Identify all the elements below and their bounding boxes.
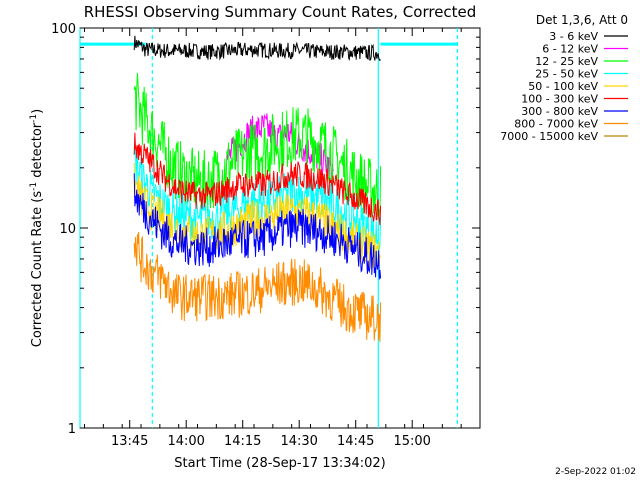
legend-label: 7000 - 15000 keV (500, 130, 598, 143)
plot-area (79, 27, 481, 429)
axis-ticks: 13:45 14:00 14:15 14:30 14:45 15:00 1 10 100 (51, 22, 480, 449)
y-tick-label: 100 (51, 22, 76, 37)
series-line-100-300-kev (133, 132, 382, 226)
series-line-300-800-kev (133, 173, 382, 280)
legend-label: 300 - 800 keV (521, 105, 598, 118)
legend-title: Det 1,3,6, Att 0 (536, 13, 628, 27)
legend-label: 6 - 12 keV (542, 43, 598, 56)
x-tick-label: 15:00 (393, 434, 430, 449)
x-tick-label: 14:00 (167, 434, 204, 449)
series-line-3-6-kev (133, 35, 381, 62)
x-tick-label: 14:45 (337, 434, 374, 449)
y-tick-label: 1 (68, 422, 76, 437)
x-axis-label: Start Time (28-Sep-17 13:34:02) (174, 456, 385, 471)
footer-date: 2-Sep-2022 01:02 (555, 467, 636, 477)
x-tick-label: 13:45 (111, 434, 148, 449)
x-tick-label: 14:15 (224, 434, 261, 449)
legend-label: 3 - 6 keV (549, 30, 598, 43)
series-line-800-7000-kev (133, 231, 382, 343)
chart-title: RHESSI Observing Summary Count Rates, Co… (84, 3, 477, 21)
legend-label: 25 - 50 keV (535, 68, 598, 81)
legend-label: 100 - 300 keV (521, 93, 598, 106)
legend-label: 800 - 7000 keV (514, 118, 598, 131)
series-layer (133, 35, 382, 343)
legend-label: 50 - 100 keV (528, 80, 598, 93)
series-line-25-50-kev (133, 147, 382, 252)
x-tick-label: 14:30 (280, 434, 317, 449)
y-tick-label: 10 (59, 222, 76, 237)
legend-label: 12 - 25 keV (535, 55, 598, 68)
y-axis-label: Corrected Count Rate (s-1 detector-1) (29, 109, 45, 347)
